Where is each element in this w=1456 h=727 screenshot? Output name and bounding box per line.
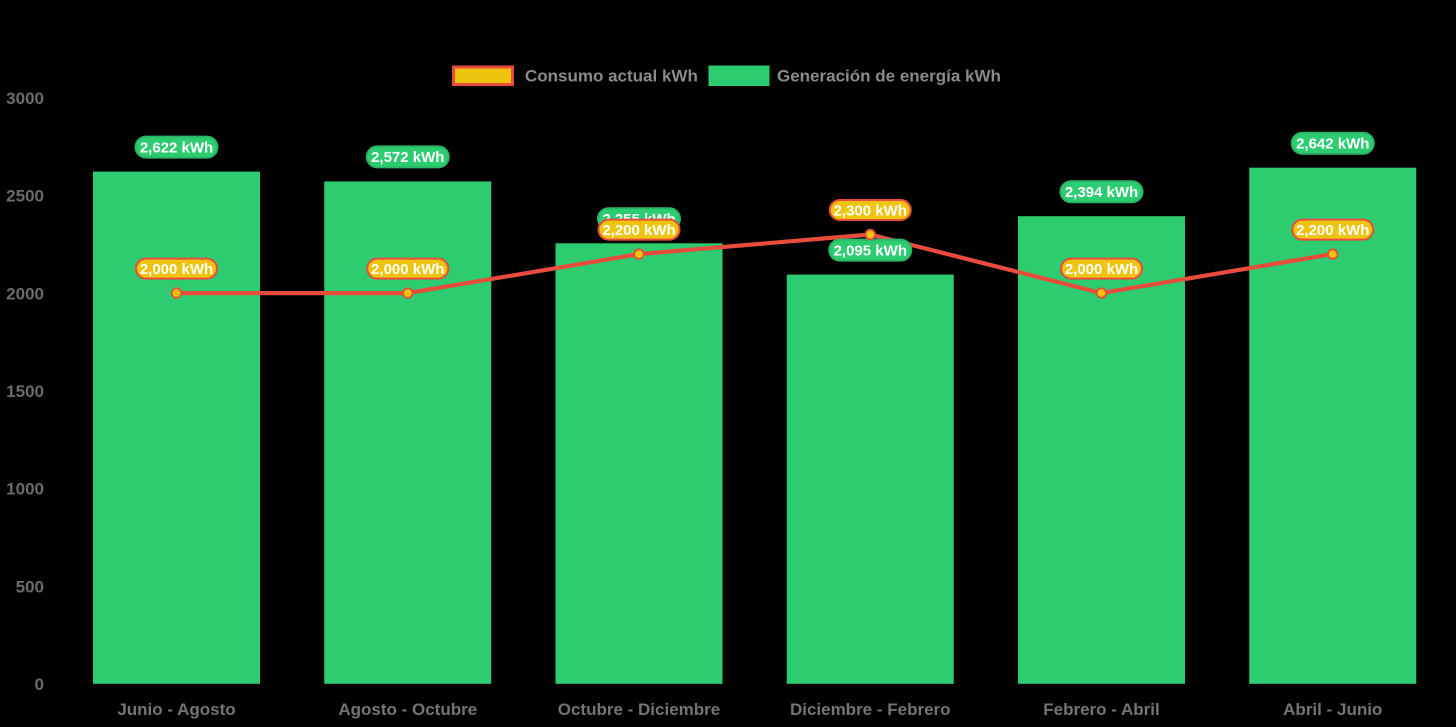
svg-text:Diciembre - Febrero: Diciembre - Febrero bbox=[790, 700, 951, 719]
svg-text:Junio - Agosto: Junio - Agosto bbox=[117, 700, 235, 719]
svg-text:0: 0 bbox=[35, 675, 44, 694]
svg-text:2,394 kWh: 2,394 kWh bbox=[1065, 184, 1138, 201]
svg-text:2,200 kWh: 2,200 kWh bbox=[602, 222, 675, 239]
svg-text:2,000 kWh: 2,000 kWh bbox=[371, 261, 444, 278]
svg-text:1000: 1000 bbox=[6, 480, 44, 499]
svg-text:Consumo actual kWh: Consumo actual kWh bbox=[525, 67, 698, 86]
svg-text:Octubre - Diciembre: Octubre - Diciembre bbox=[558, 700, 721, 719]
svg-text:3000: 3000 bbox=[6, 89, 44, 108]
svg-text:1500: 1500 bbox=[6, 382, 44, 401]
svg-text:2,095 kWh: 2,095 kWh bbox=[834, 242, 907, 259]
svg-text:2,200 kWh: 2,200 kWh bbox=[1296, 222, 1369, 239]
svg-text:Agosto - Octubre: Agosto - Octubre bbox=[338, 700, 477, 719]
svg-text:2000: 2000 bbox=[6, 284, 44, 303]
svg-text:2,572 kWh: 2,572 kWh bbox=[371, 149, 444, 166]
svg-text:2500: 2500 bbox=[6, 187, 44, 206]
svg-text:Generación de energía kWh: Generación de energía kWh bbox=[777, 67, 1001, 86]
svg-text:500: 500 bbox=[16, 577, 44, 596]
svg-text:2,622 kWh: 2,622 kWh bbox=[140, 139, 213, 156]
svg-text:Abril - Junio: Abril - Junio bbox=[1283, 700, 1382, 719]
svg-text:2,000 kWh: 2,000 kWh bbox=[140, 261, 213, 278]
svg-text:Febrero - Abril: Febrero - Abril bbox=[1043, 700, 1160, 719]
svg-text:2,300 kWh: 2,300 kWh bbox=[834, 202, 907, 219]
svg-text:2,000 kWh: 2,000 kWh bbox=[1065, 261, 1138, 278]
svg-text:2,642 kWh: 2,642 kWh bbox=[1296, 136, 1369, 153]
